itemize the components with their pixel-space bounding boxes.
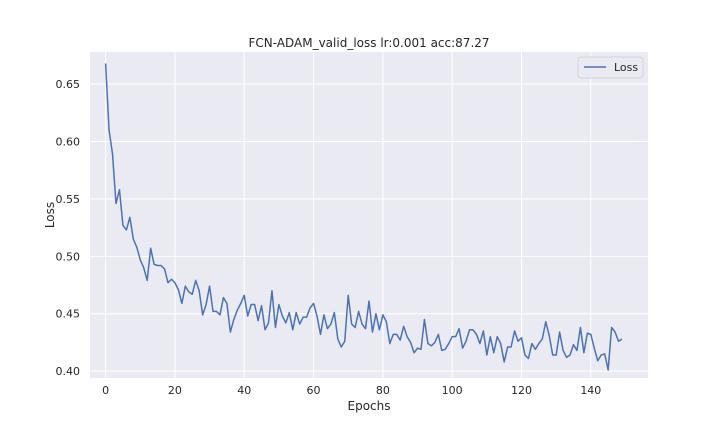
y-tick-label: 0.50 (56, 250, 81, 263)
x-tick-label: 140 (580, 384, 601, 397)
x-tick-label: 120 (511, 384, 532, 397)
x-tick-label: 80 (376, 384, 390, 397)
chart-title: FCN-ADAM_valid_loss lr:0.001 acc:87.27 (248, 36, 489, 50)
x-axis-label: Epochs (348, 399, 391, 413)
y-tick-label: 0.55 (56, 193, 81, 206)
y-tick-label: 0.45 (56, 308, 81, 321)
x-tick-label: 0 (102, 384, 109, 397)
legend-label-loss: Loss (614, 61, 638, 74)
y-tick-label: 0.60 (56, 136, 81, 149)
y-tick-label: 0.40 (56, 365, 81, 378)
plot-area (90, 52, 648, 378)
x-tick-label: 20 (168, 384, 182, 397)
series-line-loss (104, 63, 623, 371)
legend-box (577, 56, 644, 79)
legend: Loss (577, 56, 644, 79)
x-tick-label: 40 (237, 384, 251, 397)
tick-labels: 0 20 40 60 80 100 120 140 0.40 0.45 0.50 0.55 0.60 0.… (56, 78, 602, 397)
x-tick-label: 100 (442, 384, 463, 397)
x-tick-label: 60 (307, 384, 321, 397)
y-axis-label: Loss (43, 202, 57, 228)
grid-lines (90, 52, 648, 378)
y-tick-label: 0.65 (56, 78, 81, 91)
